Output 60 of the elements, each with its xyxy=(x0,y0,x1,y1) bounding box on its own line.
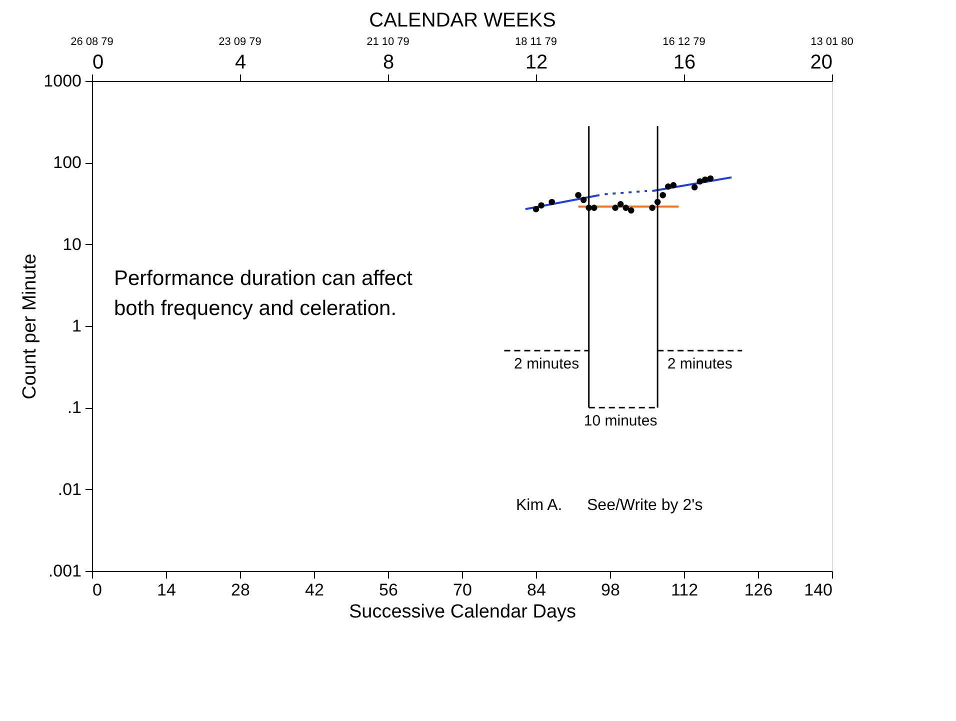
point xyxy=(586,204,592,211)
x-tick-label: 42 xyxy=(305,580,324,600)
x2-tick-label: 8 xyxy=(382,52,394,74)
x-tick-label: 28 xyxy=(231,580,250,600)
text: 26 08 79 xyxy=(70,36,114,48)
annotation: See/Write by 2's xyxy=(587,497,703,514)
point xyxy=(590,204,598,211)
x2-tick-label: 16 xyxy=(673,52,696,74)
x-axis-title: Successive Calendar Days xyxy=(348,602,576,622)
x2-tick-label: 20 xyxy=(810,52,832,74)
y-tick-label: 100 xyxy=(53,153,82,172)
x2-tick-label: 12 xyxy=(525,52,548,74)
annotation: both frequency and celeration. xyxy=(114,297,397,320)
point xyxy=(654,198,661,206)
point xyxy=(707,175,714,182)
point xyxy=(696,178,704,185)
annotation: 2 minutes xyxy=(514,356,580,373)
y-tick-label: 1000 xyxy=(44,72,82,90)
text: 16 12 79 xyxy=(662,36,706,48)
text: 13 01 80 xyxy=(810,36,854,48)
point xyxy=(622,204,630,211)
x-tick-label: 0 xyxy=(92,580,102,600)
x-tick-label: 126 xyxy=(744,580,773,600)
point xyxy=(548,198,556,206)
x-tick-label: 98 xyxy=(601,580,620,600)
x2-tick-label: 0 xyxy=(92,52,104,74)
point xyxy=(702,176,708,183)
x2-axis-title: CALENDAR WEEKS xyxy=(369,10,556,32)
point xyxy=(538,202,544,209)
point xyxy=(670,182,677,188)
point xyxy=(691,184,698,190)
annotation: Performance duration can affect xyxy=(114,267,413,290)
y-tick-label: 10 xyxy=(62,234,82,254)
point xyxy=(580,196,587,204)
point xyxy=(628,207,634,214)
point xyxy=(649,204,656,211)
point xyxy=(664,183,672,190)
y-tick-label: .01 xyxy=(58,480,82,499)
point xyxy=(575,192,582,198)
x-tick-label: 84 xyxy=(527,580,546,600)
point xyxy=(612,204,618,211)
point xyxy=(532,206,540,212)
point xyxy=(617,201,624,208)
y-tick-label: 1 xyxy=(72,316,82,336)
y-tick-label: .1 xyxy=(67,398,82,418)
text: 18 11 79 xyxy=(514,36,558,48)
x-tick-label: 14 xyxy=(157,580,176,600)
x-tick-label: 56 xyxy=(379,580,398,600)
annotation: Kim A. xyxy=(516,497,562,514)
y-axis-title: Count per Minute xyxy=(20,254,41,400)
text: 21 10 79 xyxy=(366,36,410,48)
annotation: 10 minutes xyxy=(584,412,658,430)
annotation: 2 minutes xyxy=(667,356,732,373)
point xyxy=(660,192,666,198)
x2-tick-label: 4 xyxy=(234,52,246,74)
x-tick-label: 140 xyxy=(804,580,832,600)
text: 23 09 79 xyxy=(218,36,262,48)
x-tick-label: 112 xyxy=(670,580,698,600)
x-tick-label: 70 xyxy=(453,580,472,600)
y-tick-label: .001 xyxy=(48,562,82,580)
